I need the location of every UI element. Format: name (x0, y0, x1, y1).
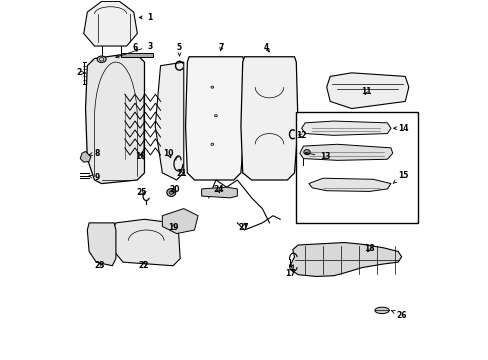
Polygon shape (326, 73, 408, 109)
Text: 1: 1 (139, 13, 152, 22)
Text: 9: 9 (89, 174, 100, 183)
Polygon shape (121, 53, 153, 57)
Text: 13: 13 (305, 152, 330, 161)
Text: 12: 12 (295, 131, 305, 140)
Ellipse shape (210, 86, 213, 88)
Polygon shape (301, 121, 390, 135)
Polygon shape (112, 219, 180, 266)
Text: 20: 20 (169, 185, 180, 194)
Text: 10: 10 (163, 149, 174, 158)
Polygon shape (290, 243, 401, 276)
Text: 3: 3 (116, 41, 152, 58)
Text: 27: 27 (238, 222, 248, 231)
Ellipse shape (214, 114, 217, 117)
Ellipse shape (97, 56, 106, 63)
Polygon shape (308, 178, 390, 192)
Text: 23: 23 (94, 261, 104, 270)
Text: 14: 14 (393, 124, 408, 133)
Ellipse shape (166, 189, 175, 197)
Ellipse shape (210, 143, 213, 145)
Polygon shape (85, 55, 144, 184)
Text: 18: 18 (364, 244, 374, 253)
Text: 26: 26 (390, 310, 406, 320)
Polygon shape (185, 57, 244, 180)
Bar (296, 112, 417, 223)
Polygon shape (155, 62, 183, 180)
Polygon shape (201, 187, 237, 198)
Ellipse shape (374, 307, 388, 314)
Text: 22: 22 (138, 261, 149, 270)
Text: 2: 2 (77, 68, 85, 77)
Text: 25: 25 (137, 188, 147, 197)
Text: 7: 7 (218, 43, 224, 52)
Text: 6: 6 (133, 43, 138, 52)
Text: 17: 17 (285, 265, 295, 278)
Ellipse shape (169, 191, 173, 194)
Polygon shape (299, 144, 392, 160)
Text: 8: 8 (89, 149, 100, 158)
Text: 15: 15 (392, 171, 408, 183)
Polygon shape (83, 1, 137, 46)
Polygon shape (80, 152, 91, 162)
Polygon shape (87, 223, 116, 266)
Polygon shape (241, 57, 298, 180)
Text: 4: 4 (264, 43, 269, 52)
Text: 5: 5 (177, 43, 182, 56)
Text: 19: 19 (167, 222, 178, 231)
Text: 11: 11 (360, 87, 370, 96)
Ellipse shape (303, 150, 309, 155)
Text: 24: 24 (213, 185, 224, 194)
Text: 16: 16 (135, 152, 146, 161)
Text: 21: 21 (176, 169, 186, 178)
Polygon shape (162, 208, 198, 234)
